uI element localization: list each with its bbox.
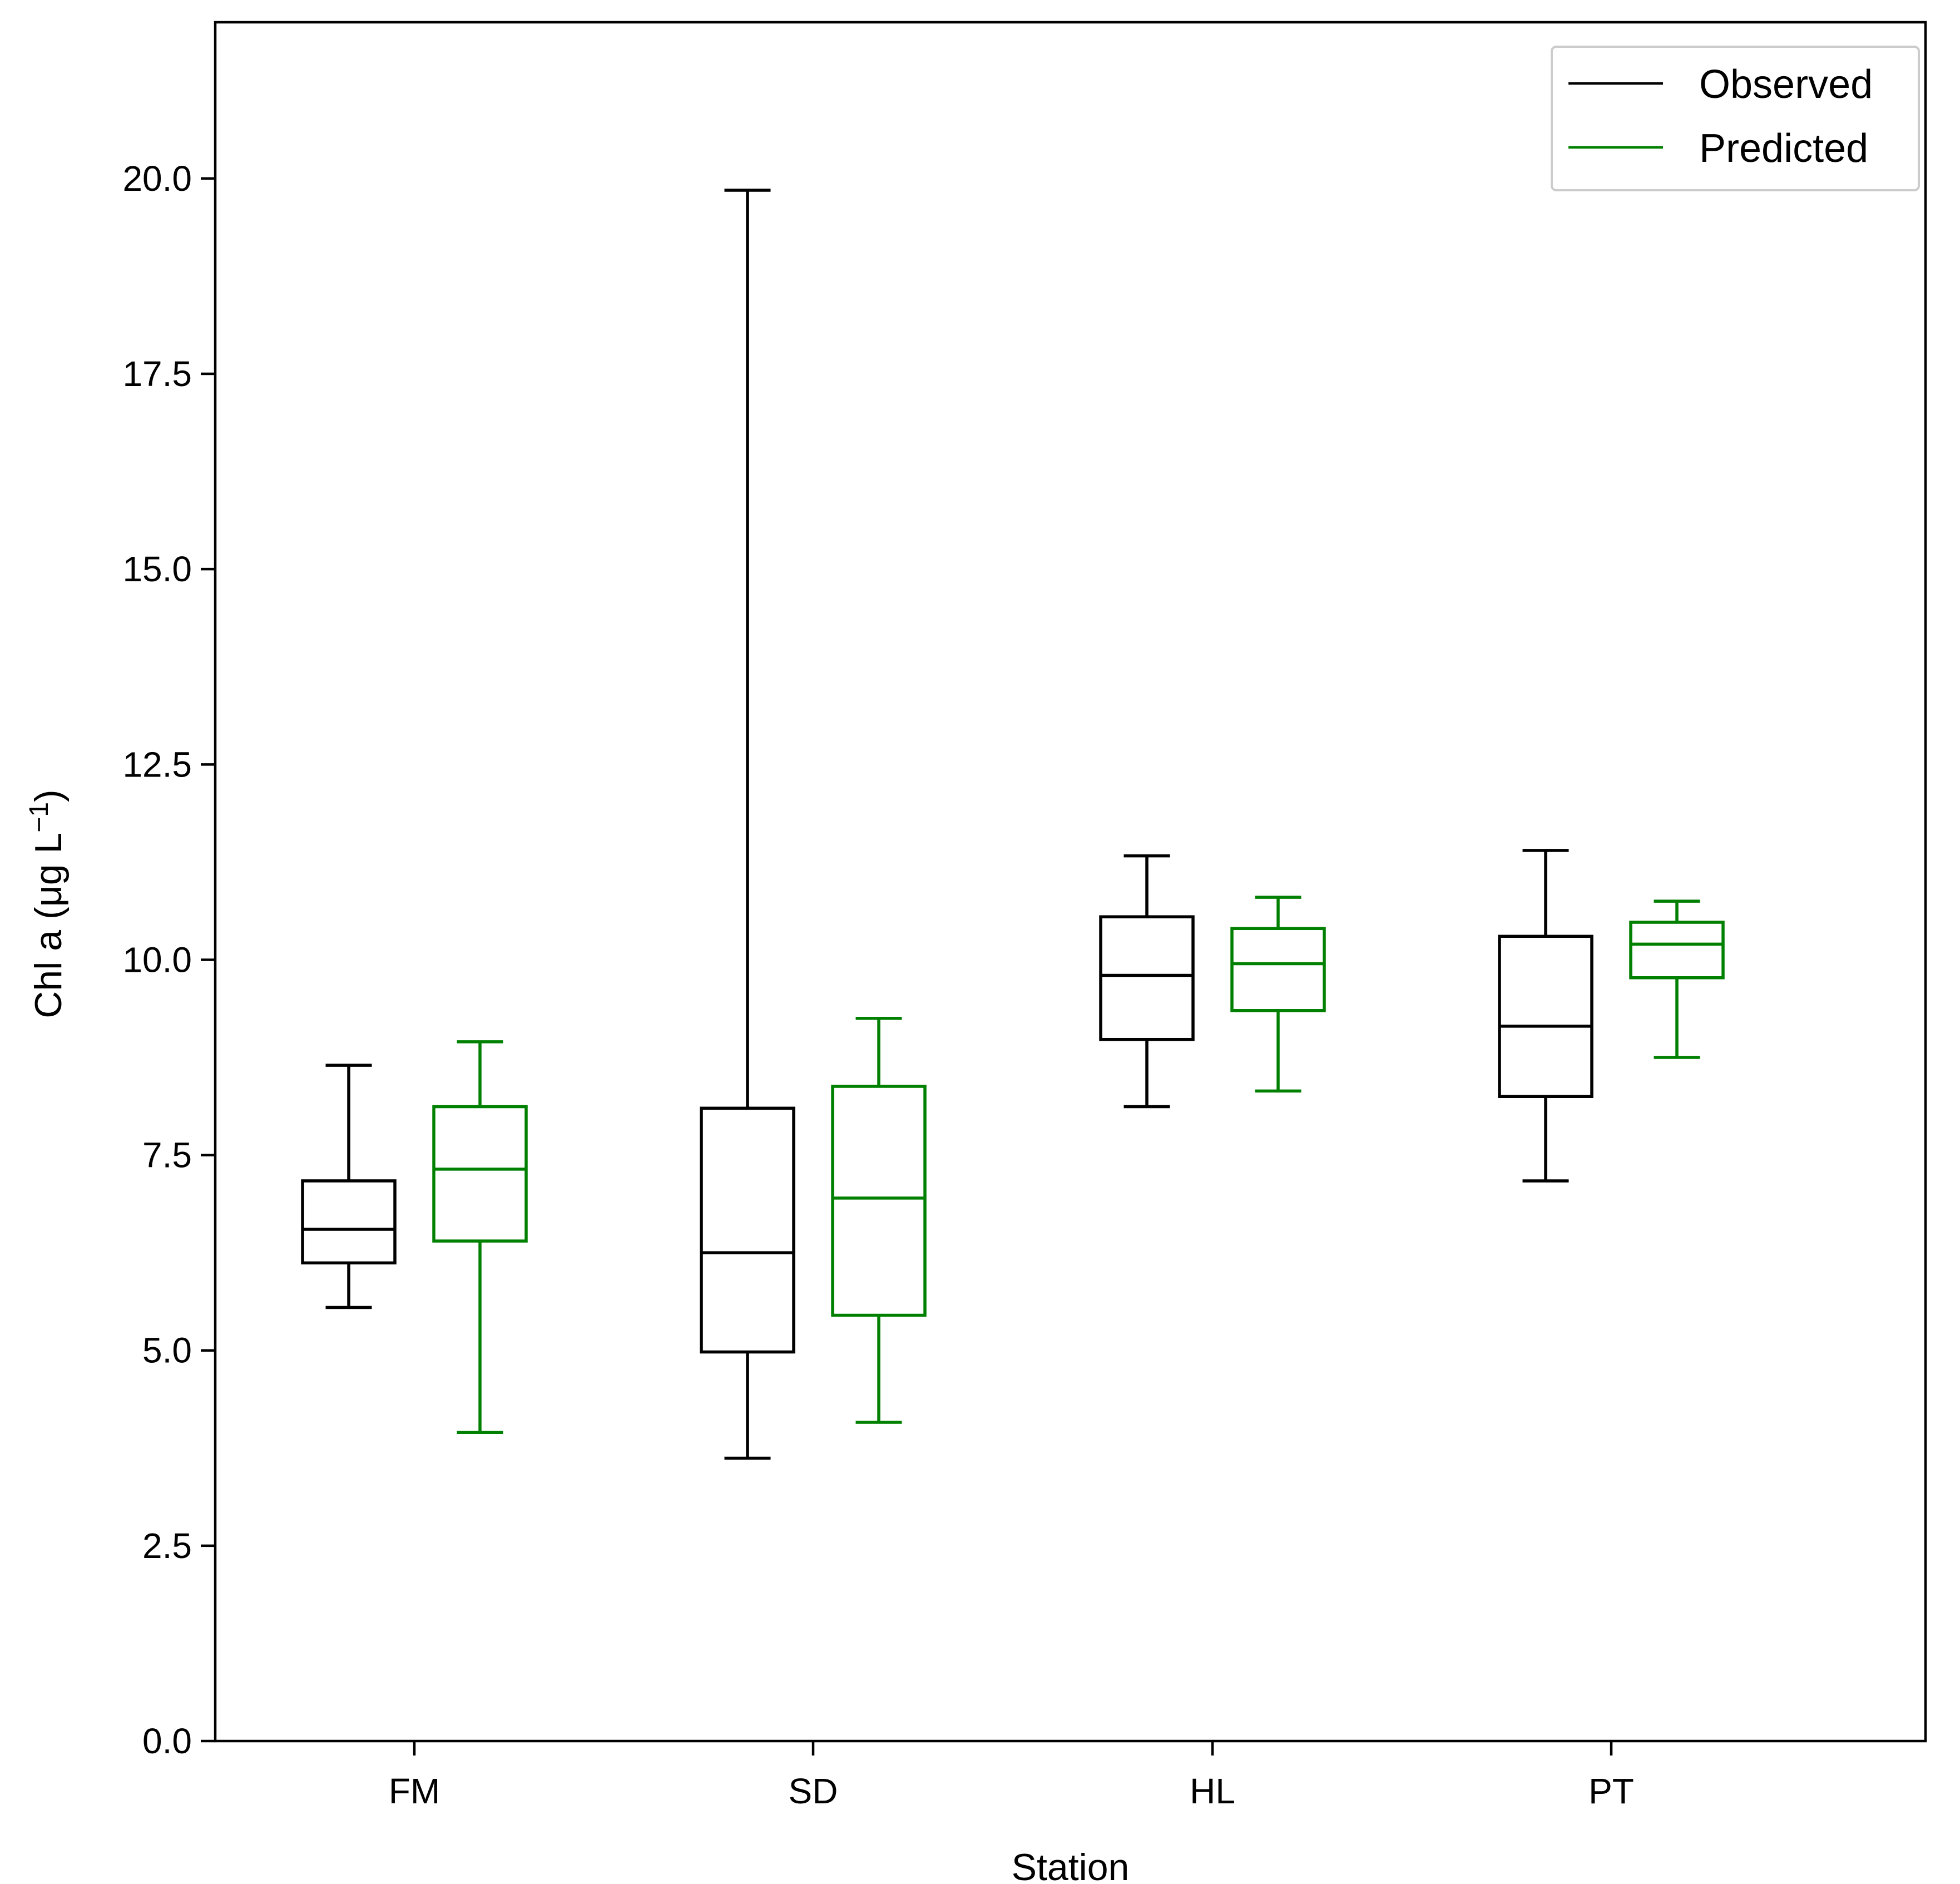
- box-observed-sd: [700, 189, 795, 1460]
- x-tick-label: HL: [1190, 1771, 1235, 1811]
- x-tick-label: FM: [389, 1771, 440, 1811]
- box-observed-pt: [1498, 849, 1593, 1183]
- iqr-box: [301, 1179, 397, 1265]
- legend-label-observed: Observed: [1699, 62, 1873, 107]
- y-tick-label: 0.0: [142, 1721, 192, 1761]
- x-tick-label: SD: [789, 1771, 838, 1811]
- x-axis-label: Station: [1012, 1846, 1130, 1881]
- iqr-box: [700, 1106, 795, 1354]
- y-tick-label: 15.0: [122, 549, 192, 589]
- box-predicted-hl: [1230, 896, 1326, 1093]
- box-predicted-sd: [831, 1017, 927, 1424]
- y-tick-label: 12.5: [122, 744, 192, 784]
- plot-frame: [214, 21, 1927, 1743]
- legend-label-predicted: Predicted: [1699, 126, 1868, 171]
- y-axis-label-superscript: −1: [24, 802, 54, 833]
- x-axis: FM SD HL PT: [389, 1741, 1634, 1811]
- box-series-layer: [301, 189, 1725, 1460]
- y-tick-label: 2.5: [142, 1526, 192, 1566]
- box-observed-hl: [1099, 854, 1195, 1109]
- x-tick-label: PT: [1588, 1771, 1634, 1811]
- box-predicted-pt: [1629, 899, 1725, 1059]
- box-observed-fm: [301, 1064, 397, 1309]
- iqr-box: [1629, 921, 1725, 980]
- iqr-box: [831, 1085, 927, 1317]
- y-tick-label: 20.0: [122, 159, 192, 199]
- y-tick-label: 17.5: [122, 354, 192, 394]
- y-tick-label: 5.0: [142, 1331, 192, 1371]
- y-axis-label-main: Chl a (μg L: [27, 833, 70, 1018]
- iqr-box: [1230, 927, 1326, 1012]
- y-tick-label: 7.5: [142, 1135, 192, 1175]
- iqr-box: [1498, 934, 1593, 1099]
- y-tick-label: 10.0: [122, 939, 192, 980]
- y-axis-label: Chl a (μg L−1): [24, 789, 70, 1018]
- box-predicted-fm: [432, 1040, 528, 1434]
- y-axis-label-close: ): [27, 789, 70, 802]
- iqr-box: [1099, 915, 1195, 1041]
- iqr-box: [432, 1105, 528, 1243]
- legend: Observed Predicted: [1551, 46, 1920, 191]
- y-axis: 0.0 2.5 5.0 7.5 10.0 12.5 15.0 17.5 20.0: [122, 159, 215, 1761]
